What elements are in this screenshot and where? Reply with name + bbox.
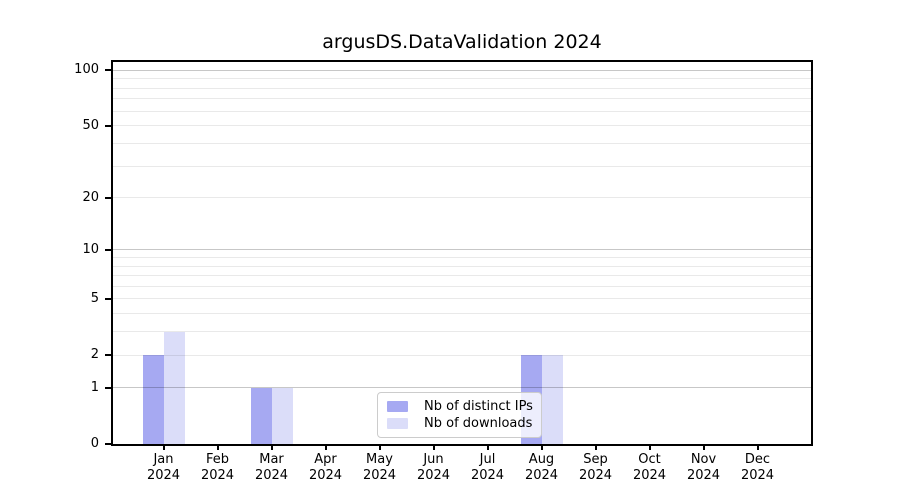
- y-tick-label: 10: [82, 241, 99, 257]
- x-tick-label: Nov 2024: [686, 452, 721, 483]
- y-tick-label: 50: [82, 117, 99, 133]
- gridline-minor: [113, 313, 811, 315]
- gridline-major: [113, 249, 811, 251]
- grid-layer: [113, 62, 811, 444]
- gridline-minor: [113, 298, 811, 300]
- plot-area: [113, 62, 811, 444]
- legend-swatch-distinct-ips: [387, 401, 408, 412]
- chart-title: argusDS.DataValidation 2024: [322, 31, 602, 53]
- y-tick-label: 100: [74, 62, 99, 78]
- bar-jan-distinct-ips: [142, 355, 164, 444]
- x-tick-label: Sep 2024: [578, 452, 613, 483]
- x-tick-label: Oct 2024: [632, 452, 667, 483]
- gridline-minor: [113, 265, 811, 267]
- legend-swatch-downloads: [387, 418, 408, 429]
- x-tick-mark: [702, 444, 705, 450]
- bar-jan-downloads: [163, 331, 185, 444]
- gridline-minor: [113, 257, 811, 259]
- gridline-minor: [113, 98, 811, 100]
- x-tick-mark: [756, 444, 759, 450]
- x-tick-mark: [432, 444, 435, 450]
- x-tick-label: May 2024: [362, 452, 397, 483]
- y-tick-mark: [105, 69, 112, 72]
- y-tick-mark: [105, 354, 112, 357]
- x-tick-label: Apr 2024: [308, 452, 343, 483]
- x-tick-label: Mar 2024: [254, 452, 289, 483]
- gridline-minor: [113, 331, 811, 333]
- x-tick-mark: [540, 444, 543, 450]
- legend-label-downloads: Nb of downloads: [424, 416, 533, 431]
- gridline-minor: [113, 125, 811, 127]
- legend-item-downloads: Nb of downloads: [387, 416, 532, 431]
- gridline-minor: [113, 275, 811, 277]
- gridline-minor: [113, 285, 811, 287]
- gridline-minor: [113, 87, 811, 89]
- y-tick-label: 0: [90, 436, 99, 451]
- gridline-minor: [113, 197, 811, 199]
- x-tick-label: Jun 2024: [416, 452, 451, 483]
- bar-mar-distinct-ips: [250, 387, 272, 444]
- gridline-minor: [113, 78, 811, 80]
- legend-item-distinct-ips: Nb of distinct IPs: [387, 399, 533, 414]
- y-tick-mark: [105, 196, 112, 199]
- gridline-minor: [113, 354, 811, 356]
- x-tick-mark: [270, 444, 273, 450]
- x-tick-label: Feb 2024: [200, 452, 235, 483]
- bar-mar-downloads: [271, 387, 293, 444]
- gridline-major: [113, 69, 811, 71]
- x-tick-mark: [324, 444, 327, 450]
- legend: Nb of distinct IPs Nb of downloads: [377, 392, 542, 438]
- gridline-minor: [113, 110, 811, 112]
- y-tick-label: 2: [90, 347, 99, 363]
- bar-aug-downloads: [541, 355, 563, 444]
- gridline-major: [113, 387, 811, 389]
- x-tick-label: Aug 2024: [524, 452, 559, 483]
- x-tick-mark: [162, 444, 165, 450]
- gridline-minor: [113, 142, 811, 144]
- y-tick-mark: [105, 124, 112, 127]
- gridline-minor: [113, 165, 811, 167]
- x-tick-label: Jan 2024: [146, 452, 181, 483]
- x-tick-mark: [594, 444, 597, 450]
- x-tick-mark: [378, 444, 381, 450]
- x-tick-mark: [486, 444, 489, 450]
- x-tick-label: Jul 2024: [470, 452, 505, 483]
- y-tick-mark: [105, 248, 112, 251]
- y-tick-label: 1: [90, 379, 99, 395]
- y-tick-mark: [105, 443, 112, 445]
- x-tick-label: Dec 2024: [740, 452, 775, 483]
- y-tick-mark: [105, 386, 112, 389]
- y-tick-label: 5: [90, 290, 99, 306]
- legend-label-distinct-ips: Nb of distinct IPs: [424, 399, 533, 414]
- x-tick-mark: [216, 444, 219, 450]
- y-tick-label: 20: [82, 189, 99, 205]
- x-tick-mark: [648, 444, 651, 450]
- y-tick-mark: [105, 297, 112, 300]
